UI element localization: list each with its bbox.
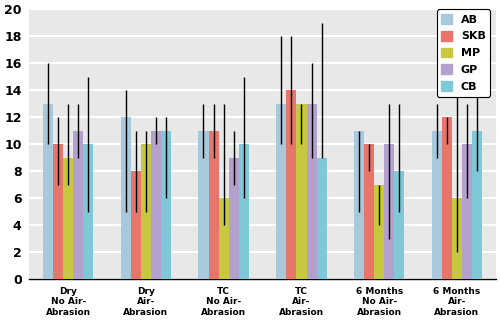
Bar: [239, 144, 249, 279]
Bar: [374, 185, 384, 279]
Legend: AB, SKB, MP, GP, CB: AB, SKB, MP, GP, CB: [436, 9, 490, 97]
Bar: [442, 117, 452, 279]
Bar: [161, 131, 171, 279]
Bar: [306, 104, 316, 279]
Bar: [432, 131, 442, 279]
Bar: [462, 144, 472, 279]
Bar: [208, 131, 218, 279]
Bar: [296, 104, 306, 279]
Bar: [286, 90, 296, 279]
Bar: [452, 198, 462, 279]
Bar: [53, 144, 63, 279]
Bar: [384, 144, 394, 279]
Bar: [394, 171, 404, 279]
Bar: [84, 144, 94, 279]
Bar: [131, 171, 141, 279]
Bar: [43, 104, 53, 279]
Bar: [151, 131, 161, 279]
Bar: [198, 131, 208, 279]
Bar: [218, 198, 228, 279]
Bar: [276, 104, 286, 279]
Bar: [472, 131, 482, 279]
Bar: [354, 131, 364, 279]
Bar: [228, 158, 239, 279]
Bar: [364, 144, 374, 279]
Bar: [120, 117, 131, 279]
Bar: [63, 158, 73, 279]
Bar: [316, 158, 326, 279]
Bar: [73, 131, 84, 279]
Bar: [141, 144, 151, 279]
